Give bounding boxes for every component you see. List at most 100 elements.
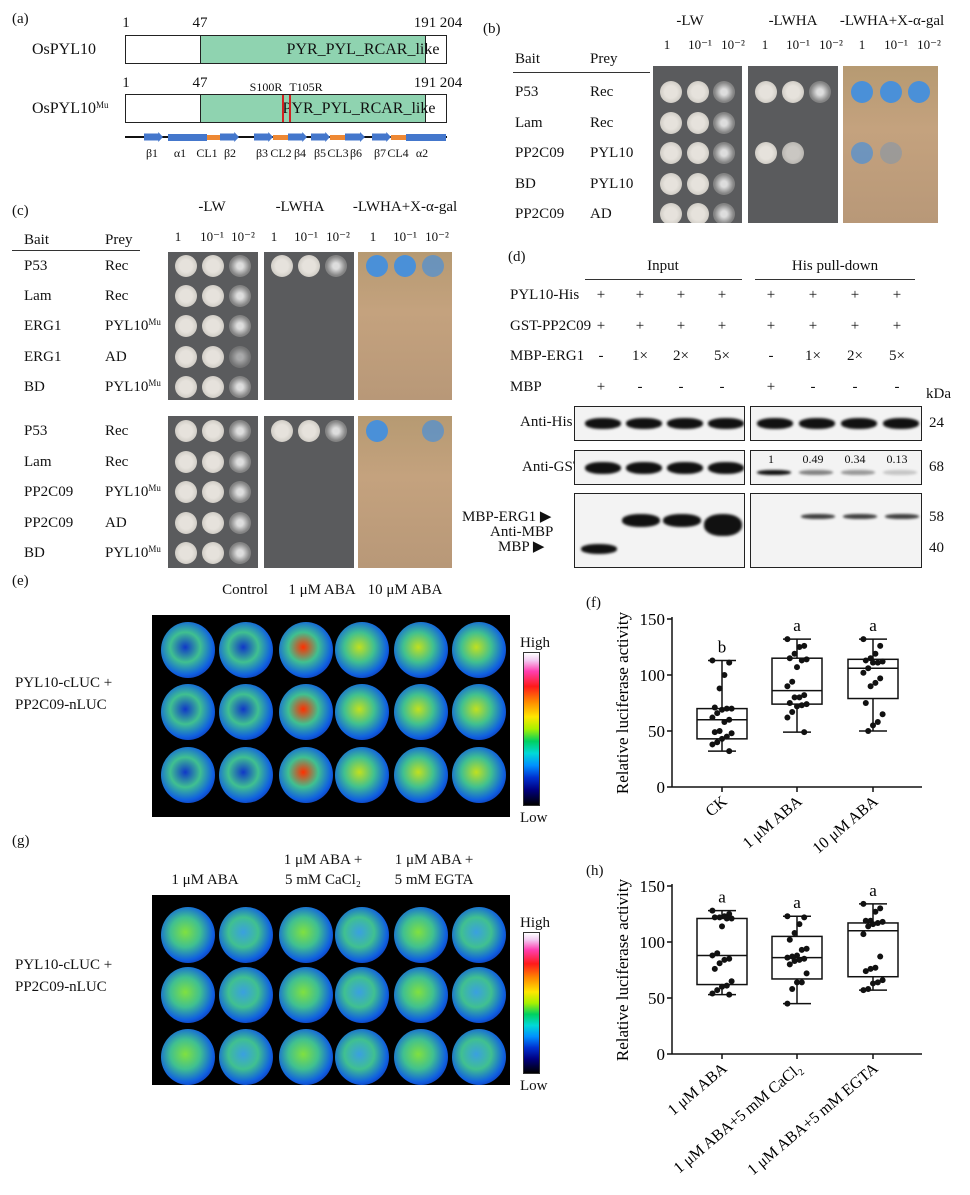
leaf-disc — [394, 684, 448, 740]
data-point — [865, 728, 872, 734]
beta-strand-arrow — [311, 132, 330, 142]
data-point — [789, 708, 796, 715]
prey-name-text: PYL10 — [105, 379, 149, 395]
data-point — [719, 706, 725, 713]
data-point — [721, 672, 728, 678]
prey-name: Rec — [105, 455, 128, 470]
prey-name-text: Rec — [590, 115, 614, 131]
condition-label: 1 μM ABA + — [394, 852, 474, 868]
lane-value: - — [637, 379, 643, 395]
leaf-disc — [394, 907, 448, 963]
western-blot — [750, 406, 922, 441]
data-point — [879, 977, 886, 984]
ss-label: β4 — [293, 146, 307, 160]
lane-value: + — [850, 318, 860, 334]
sample-label: MBP — [510, 379, 542, 395]
construct-label-1: PYL10-cLUC + — [15, 675, 113, 691]
dilution-label: 1 — [858, 37, 866, 52]
lane-value: - — [719, 379, 725, 395]
luciferase-image — [152, 895, 510, 1085]
group-label-pulldown: His pull-down — [791, 258, 879, 274]
western-blot — [574, 406, 745, 441]
leaf-disc — [219, 907, 273, 963]
scale-low-label: Low — [520, 1078, 548, 1094]
domain-mu — [200, 95, 426, 122]
construct-label-2: PP2C09-nLUC — [15, 697, 107, 713]
pos-1-mu: 1 — [122, 75, 130, 91]
yeast-colony — [175, 481, 197, 503]
lane-value: + — [635, 318, 645, 334]
yeast-colony — [229, 481, 251, 503]
bait-name: PP2C09 — [515, 145, 565, 161]
data-point — [862, 700, 869, 706]
data-point — [803, 656, 810, 663]
dilution-label: 10⁻² — [326, 229, 350, 244]
lane-value: + — [676, 287, 686, 303]
protein-band — [626, 418, 662, 429]
protein-bar-wt: PYR_PYL_RCAR_like — [125, 35, 447, 64]
pos-47-mu: 47 — [192, 75, 208, 91]
data-point — [784, 1000, 791, 1007]
bait-name: PP2C09 — [24, 484, 74, 500]
yeast-colony — [202, 376, 224, 398]
yeast-colony — [686, 81, 709, 103]
data-point — [794, 979, 800, 986]
group-label-input: Input — [647, 258, 679, 274]
y-tick-label: 50 — [648, 989, 665, 1008]
leaf-disc — [219, 622, 273, 678]
lane-value: - — [598, 348, 604, 364]
yeast-plate — [358, 416, 452, 568]
pos-204: 204 — [439, 15, 463, 31]
leaf-disc — [335, 907, 389, 963]
data-point — [803, 970, 810, 977]
data-point — [716, 960, 723, 967]
kda-marker: 24 — [929, 415, 944, 431]
yeast-colony — [229, 315, 251, 337]
bait-header: Bait — [24, 232, 49, 248]
condition-label-2: 5 mM CaCl₂ — [284, 872, 362, 888]
yeast-colony — [713, 112, 736, 134]
yeast-plate — [264, 416, 354, 568]
prey-name-text: Rec — [105, 423, 129, 439]
dilution-label: 10⁻² — [917, 37, 941, 52]
condition-label: 1 μM ABA + — [283, 852, 363, 868]
prey-name: PYL10Mu — [105, 545, 161, 561]
leaf-disc — [279, 1029, 333, 1085]
yeast-colony — [659, 142, 682, 164]
leaf-disc — [335, 747, 389, 803]
yeast-colony — [229, 420, 251, 442]
yeast-colony — [755, 81, 777, 103]
significance-letter: a — [793, 616, 801, 635]
prey-name: PYL10Mu — [105, 378, 161, 395]
leaf-disc — [452, 684, 506, 740]
yeast-plate — [168, 416, 258, 568]
prey-superscript: Mu — [148, 378, 161, 388]
protein-band — [801, 514, 835, 519]
data-point — [728, 978, 735, 985]
data-point — [872, 908, 879, 915]
header-divider — [12, 250, 140, 251]
data-point — [791, 958, 798, 965]
prey-header: Prey — [105, 232, 133, 248]
blot-label-mbp: Anti-MBP — [490, 524, 554, 540]
lane-value: 5× — [889, 348, 905, 364]
leaf-disc — [279, 967, 333, 1023]
bait-name: P53 — [515, 84, 539, 100]
bait-name: PP2C09 — [24, 515, 74, 531]
data-point — [877, 905, 884, 912]
protein-band — [883, 470, 917, 475]
lane-value: 1× — [805, 348, 821, 364]
yeast-colony — [175, 376, 197, 398]
lane-value: 5× — [714, 348, 730, 364]
yeast-colony — [325, 255, 347, 277]
data-point — [789, 986, 796, 993]
data-point — [719, 735, 725, 742]
ss-label: CL1 — [196, 146, 218, 160]
loop-segment — [391, 134, 406, 140]
leaf-disc — [335, 622, 389, 678]
western-blot — [574, 450, 745, 485]
data-point — [803, 945, 810, 952]
leaf-disc — [161, 622, 215, 678]
